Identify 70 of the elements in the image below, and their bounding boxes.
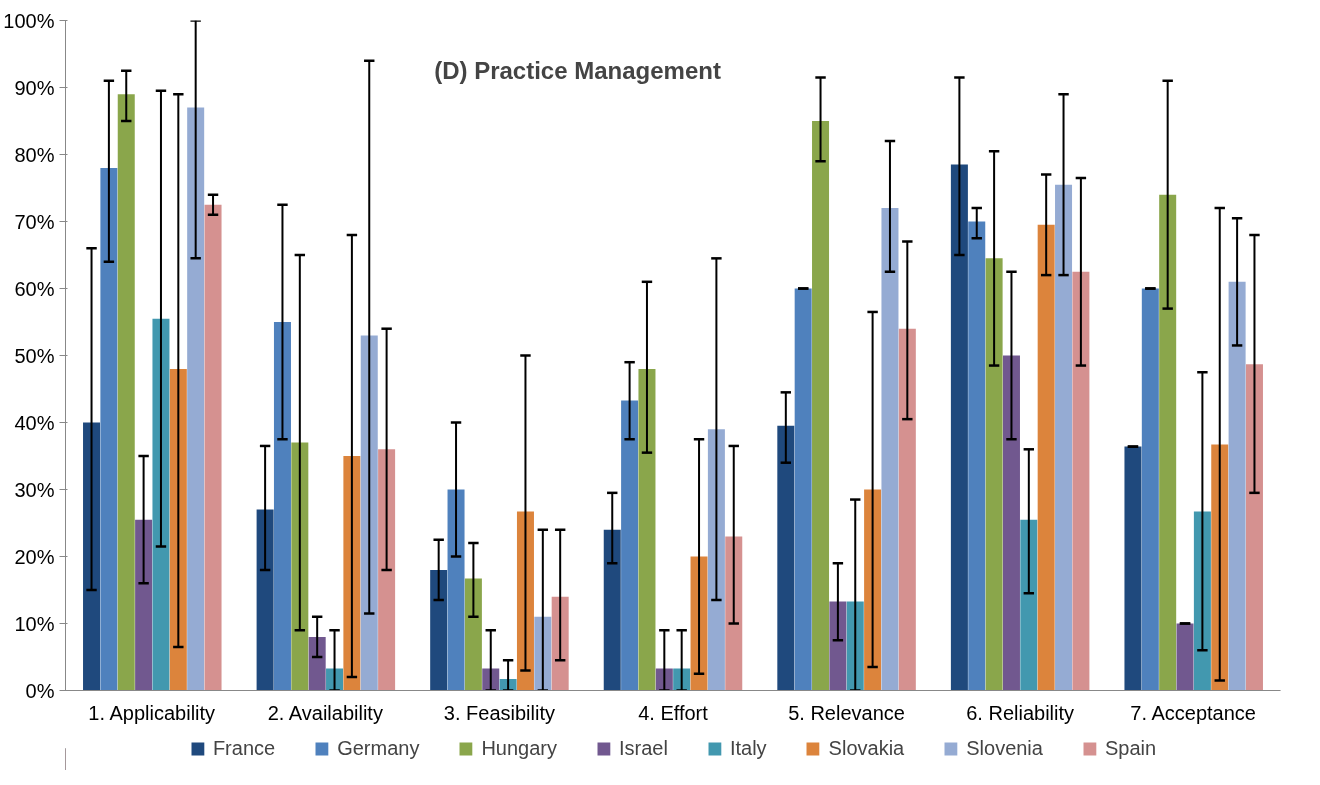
y-tick-label: 80% [14,143,55,166]
legend-label: Slovenia [966,736,1043,760]
legend-label: Italy [729,736,767,760]
x-tick-label: 5. Relevance [788,701,905,724]
x-tick-label: 6. Reliability [966,701,1075,724]
bar [1055,184,1073,691]
bar [430,569,448,691]
bar [273,322,291,691]
bar [829,601,847,691]
x-tick-label: 2. Availability [267,701,383,724]
bar [1037,224,1055,691]
bar [621,400,639,691]
x-tick-label: 3. Feasibility [443,701,556,724]
x-tick-label: 7. Acceptance [1130,701,1256,724]
legend-label: France [212,736,276,760]
legend-label: Israel [619,736,668,760]
legend-label: Slovakia [828,736,905,760]
x-tick-label: 1. Applicability [88,701,216,724]
y-tick-label: 70% [14,210,55,233]
bar [603,529,621,691]
legend-label: Germany [337,736,420,760]
bar [1020,519,1038,691]
bar [308,636,326,691]
bar [1245,364,1263,691]
bar [447,489,465,691]
bar [204,204,222,691]
bar [1124,446,1142,691]
bar [1159,194,1177,691]
text: (D) Practice Management [434,57,721,85]
bar [985,258,1003,691]
x-tick-label: 4. Effort [638,701,709,724]
y-tick-label: 0% [25,679,55,702]
bar [187,107,205,691]
legend-label: Spain [1104,736,1157,760]
bar [1002,355,1020,691]
y-tick-label: 90% [14,76,55,99]
bar [1193,511,1211,691]
bar [117,94,135,691]
bar [1228,281,1246,691]
bar [464,578,482,691]
bar [1141,288,1159,691]
bar [690,556,708,691]
legend-label: Hungary [481,736,558,760]
y-tick-label: 60% [14,277,55,300]
bar [378,449,396,691]
bar [551,596,569,691]
bar [638,368,656,691]
bar [898,328,916,691]
bar [777,425,795,691]
bar [1176,623,1194,691]
bar [950,164,968,691]
bar [100,167,118,691]
y-tick-label: 50% [14,344,55,367]
bar [291,442,309,691]
bar [794,288,812,691]
bar [135,519,153,691]
y-tick-label: 40% [14,411,55,434]
bar [725,536,743,691]
y-tick-label: 20% [14,545,55,568]
bar [707,429,725,691]
bar [360,335,378,691]
bar [256,509,274,691]
bar [881,208,899,691]
bar [1072,271,1090,691]
y-tick-label: 100% [3,9,55,32]
bar [152,318,170,691]
y-tick-label: 30% [14,478,55,501]
bar [812,121,830,691]
bar [968,221,986,691]
y-tick-label: 10% [14,612,55,635]
